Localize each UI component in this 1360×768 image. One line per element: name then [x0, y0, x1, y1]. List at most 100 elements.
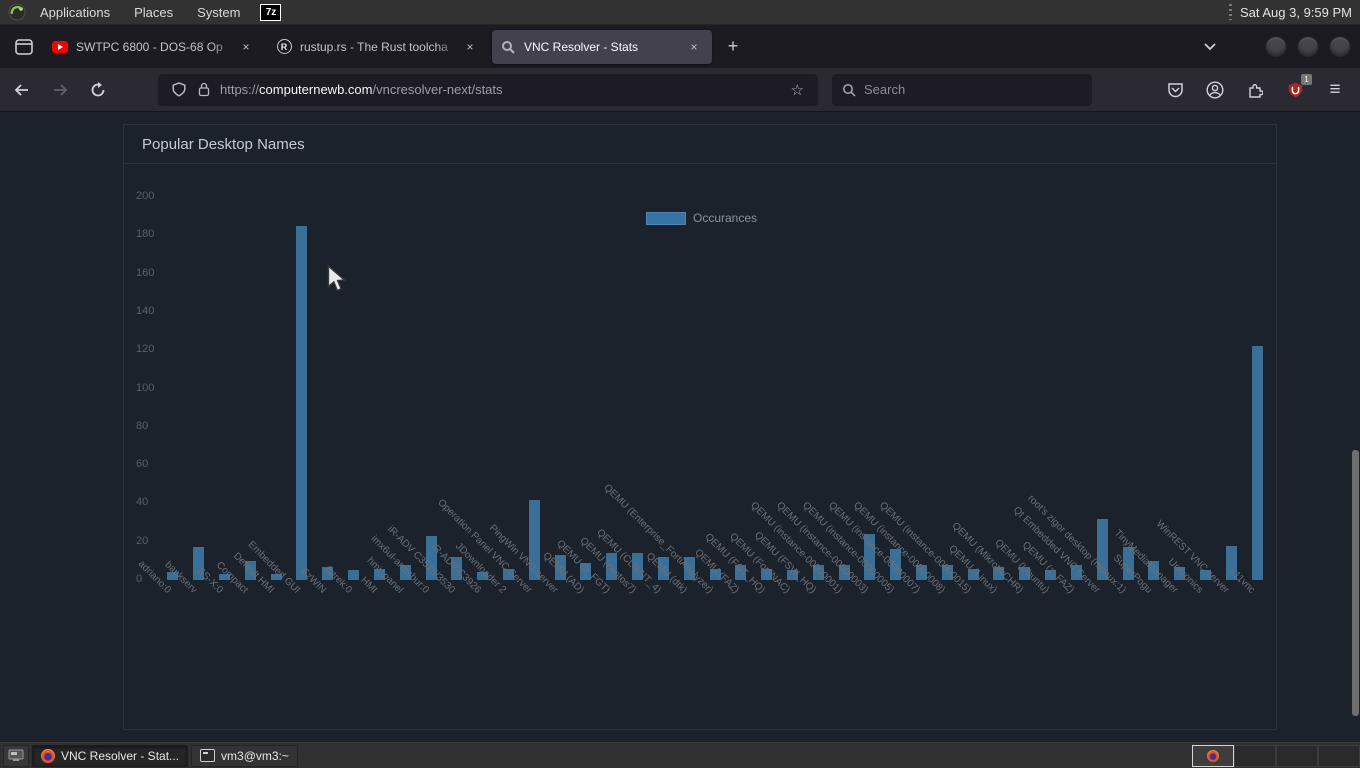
ublock-badge: 1 — [1301, 73, 1312, 85]
show-desktop-icon[interactable] — [3, 744, 29, 767]
7zip-launcher-icon[interactable]: 7z — [260, 3, 282, 21]
chart-bar — [838, 564, 850, 580]
window-minimize-button[interactable] — [1266, 36, 1286, 57]
hamburger-menu-icon[interactable]: ≡ — [1329, 78, 1341, 100]
pocket-icon[interactable] — [1162, 77, 1188, 103]
chart-bar — [967, 568, 979, 580]
y-axis-tick-label: 100 — [136, 381, 155, 394]
chart-bar — [1174, 566, 1186, 580]
firefox-tab-bar: SWTPC 6800 - DOS-68 Op × R rustup.rs - T… — [0, 25, 1360, 68]
top-panel: Applications Places System 7z Sat Aug 3,… — [0, 0, 1360, 25]
firefox-icon — [41, 748, 55, 763]
chart-bar — [580, 562, 592, 580]
chart-bar — [399, 564, 411, 580]
new-tab-button[interactable]: + — [727, 36, 739, 56]
shield-icon[interactable] — [172, 82, 186, 97]
system-menu[interactable]: System — [197, 4, 241, 20]
search-input[interactable]: Search — [832, 73, 1092, 106]
close-icon[interactable]: × — [690, 39, 698, 54]
window-close-button[interactable] — [1330, 36, 1350, 57]
y-axis-tick-label: 80 — [136, 419, 149, 432]
tab-vnc-resolver-stats[interactable]: VNC Resolver - Stats × — [492, 29, 712, 64]
y-axis-tick-label: 200 — [136, 190, 155, 202]
chart-legend[interactable]: Occurances — [646, 211, 757, 225]
chart-bar — [270, 574, 282, 580]
chart-bar — [709, 568, 721, 580]
firefox-view-icon[interactable] — [8, 32, 40, 62]
workspace-4[interactable] — [1318, 744, 1360, 767]
places-menu[interactable]: Places — [134, 4, 174, 20]
panel-clock[interactable]: Sat Aug 3, 9:59 PM — [1239, 4, 1352, 20]
applications-menu[interactable]: Applications — [40, 4, 111, 20]
chart-bar — [477, 572, 489, 580]
card-title: Popular Desktop Names — [124, 125, 1276, 164]
reload-icon[interactable] — [82, 74, 114, 106]
search-placeholder: Search — [864, 82, 906, 97]
chart-bar — [657, 557, 669, 580]
url-text[interactable]: https://computernewb.com/vncresolver-nex… — [220, 82, 503, 97]
chart-bar — [219, 574, 231, 580]
taskbar-window-terminal[interactable]: vm3@vm3:~ — [191, 744, 298, 767]
workspace-2[interactable] — [1234, 744, 1276, 767]
y-axis-tick-label: 120 — [136, 343, 155, 356]
close-icon[interactable]: × — [466, 39, 474, 54]
chart-bar — [632, 553, 644, 580]
vnc-resolver-icon — [500, 39, 516, 55]
chart-bar — [1070, 564, 1082, 580]
bookmark-star-icon[interactable]: ☆ — [790, 81, 804, 99]
chart-bar — [786, 570, 798, 580]
search-icon — [842, 83, 856, 97]
chart-bar — [1199, 570, 1211, 580]
chart-bar — [373, 568, 385, 580]
page-scrollbar-thumb[interactable] — [1352, 450, 1359, 716]
chart-bar — [1148, 560, 1160, 580]
panel-grip — [1228, 4, 1232, 20]
y-axis-tick-label: 20 — [136, 534, 149, 547]
tab-title: SWTPC 6800 - DOS-68 Op — [76, 39, 223, 54]
legend-swatch — [646, 211, 686, 225]
forward-icon[interactable] — [44, 74, 76, 106]
chart-bar — [1045, 570, 1057, 580]
taskbar-window-vnc-resolver[interactable]: VNC Resolver - Stat... — [32, 744, 189, 767]
chart-bar — [296, 225, 308, 580]
chart-bar — [941, 564, 953, 580]
chart-bar — [451, 557, 463, 580]
y-axis-tick-label: 0 — [136, 573, 143, 585]
y-axis-tick-label: 160 — [136, 266, 155, 279]
close-icon[interactable]: × — [242, 39, 250, 54]
account-icon[interactable] — [1202, 77, 1228, 103]
workspace-switcher — [1192, 744, 1360, 767]
lock-icon[interactable] — [198, 82, 210, 97]
bottom-taskbar: VNC Resolver - Stat... vm3@vm3:~ — [0, 742, 1360, 768]
chevron-down-icon[interactable] — [1196, 33, 1224, 61]
tab-swtpc-6800[interactable]: SWTPC 6800 - DOS-68 Op × — [44, 30, 264, 64]
terminal-icon — [200, 749, 216, 762]
chart-bar — [528, 499, 540, 580]
chart-plot — [160, 197, 1270, 580]
window-maximize-button[interactable] — [1298, 36, 1318, 57]
chart-bar — [1251, 346, 1263, 580]
tab-rustup[interactable]: R rustup.rs - The Rust toolcha × — [268, 30, 488, 64]
chart-bar — [554, 555, 566, 580]
extensions-puzzle-icon[interactable] — [1242, 77, 1268, 103]
ublock-origin-icon[interactable]: 1 — [1282, 73, 1312, 103]
url-bar[interactable]: https://computernewb.com/vncresolver-nex… — [158, 73, 818, 106]
chart-bar — [864, 534, 876, 580]
chart-bar — [1225, 545, 1237, 580]
distro-menu-icon[interactable] — [8, 3, 26, 21]
chart-bar — [348, 570, 360, 580]
chart-bar — [890, 549, 902, 580]
workspace-1[interactable] — [1192, 744, 1234, 767]
chart-bar — [1096, 518, 1108, 580]
workspace-3[interactable] — [1276, 744, 1318, 767]
chart-bar — [244, 560, 256, 580]
firefox-nav-toolbar: https://computernewb.com/vncresolver-nex… — [0, 68, 1360, 112]
chart-bar — [916, 564, 927, 580]
chart-bar — [606, 553, 618, 580]
back-icon[interactable] — [6, 74, 38, 106]
chart-bar — [425, 535, 437, 580]
chart-bar — [735, 564, 747, 580]
y-axis-tick-label: 40 — [136, 496, 149, 509]
chart-bar — [993, 566, 1005, 580]
rust-icon: R — [276, 39, 292, 55]
